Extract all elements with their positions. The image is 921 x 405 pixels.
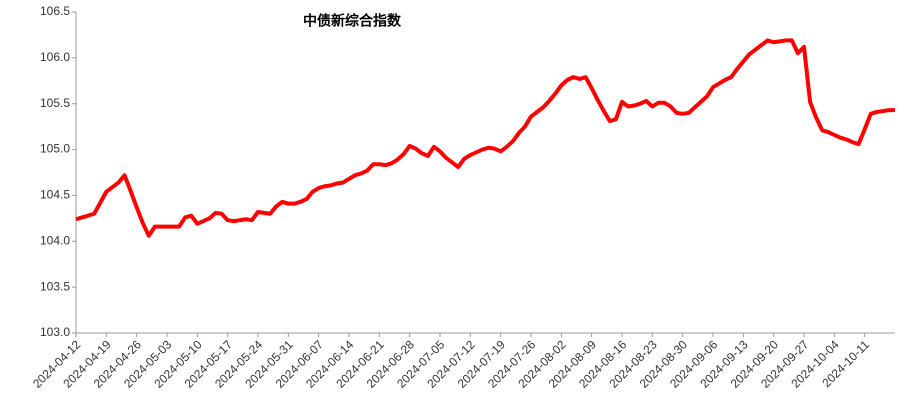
- y-tick-label: 104.5: [40, 188, 70, 202]
- chart-title: 中债新综合指数: [303, 13, 402, 29]
- y-tick-label: 103.5: [40, 279, 70, 293]
- y-tick-label: 103.0: [40, 325, 70, 339]
- y-tick-label: 106.5: [40, 4, 70, 18]
- y-tick-label: 105.5: [40, 96, 70, 110]
- y-tick-label: 105.0: [40, 142, 70, 156]
- y-tick-label: 104.0: [40, 233, 70, 247]
- data-line: [75, 38, 895, 238]
- y-tick-label: 106.0: [40, 50, 70, 64]
